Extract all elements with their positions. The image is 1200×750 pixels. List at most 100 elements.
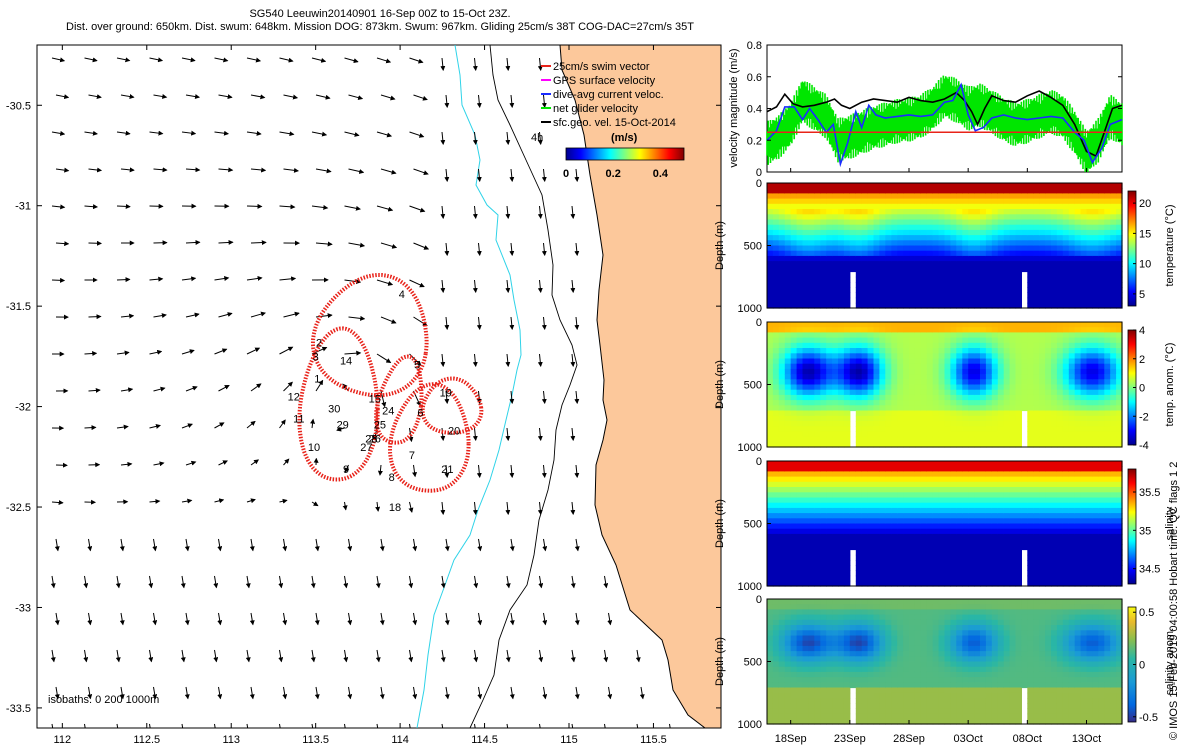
current-vector [347,538,353,552]
current-vector [570,575,576,589]
current-vector [509,538,515,552]
day-label: 28 [365,434,377,446]
current-vector [440,649,446,663]
chart-subtitle: Dist. over ground: 650km. Dist. swum: 64… [66,21,694,33]
current-vector [279,419,286,429]
current-vector [440,131,446,146]
legend-label: 25cm/s swim vector [553,61,650,73]
current-vector [413,168,429,176]
current-vector [311,204,329,210]
current-vector [408,501,414,513]
current-vector [444,316,450,331]
current-vector [440,57,446,72]
colorbar-label: salinity anom. [1164,628,1176,695]
track-loop-red [374,354,424,445]
current-vector [603,575,609,589]
day-label: 5 [414,359,420,371]
current-vector [218,239,234,245]
current-vector [509,316,515,331]
current-vector [279,57,294,63]
time-tick: 08Oct [1013,733,1042,745]
current-vector [344,464,350,473]
current-vector [213,575,219,589]
map-x-tick: 112 [54,734,72,746]
current-vector [344,350,362,356]
current-vector [250,383,262,392]
current-vector [315,168,332,174]
current-vector [119,686,125,700]
current-vector [570,205,576,220]
current-vector [537,131,543,146]
velocity-y-tick: 0.2 [747,135,762,147]
current-vector [570,501,576,516]
current-vector [444,390,450,405]
current-vector [380,168,397,175]
current-vector [314,612,320,626]
current-vector [153,94,168,99]
current-vector [181,276,197,282]
current-vector [213,649,219,663]
current-vector [88,167,103,173]
current-vector [250,459,260,466]
current-vector [120,313,135,319]
current-vector [153,313,167,319]
section-y-tick: 0 [756,317,762,329]
current-vector [84,723,86,728]
track-loop-red [297,326,380,482]
current-vector [472,205,478,220]
section-y-tick: 500 [744,380,762,392]
credit-line: © IMOS 15-Feb-2019 04:00:58 Hobart time.… [1168,461,1180,740]
current-vector [347,686,353,700]
current-vector [440,501,446,516]
current-vector [538,649,544,663]
day-label: 24 [382,406,394,418]
current-vector [505,575,511,589]
current-vector [84,351,98,357]
current-vector [119,612,125,626]
current-vector [214,276,230,281]
current-vector [249,686,255,700]
current-vector [218,167,234,173]
temp-anomaly-section: 0 500 1000 Depth (m) -4 -2 0 2 4 temp. anom. (°C) [714,317,1176,454]
current-vector [250,311,266,318]
current-vector [537,501,543,516]
current-vector [116,350,130,356]
current-vector [88,314,102,320]
current-vector [379,538,385,552]
day-label: 4 [399,289,405,301]
current-vector [311,723,314,728]
current-vector [84,130,98,136]
current-vector [408,575,414,589]
current-vector [149,423,161,429]
current-vector [214,130,229,136]
current-vector [541,242,547,257]
current-vector [116,723,119,728]
current-vector [509,686,515,700]
colorbar-tick: 0.4 [653,168,669,180]
current-vector [376,279,394,286]
current-vector [444,242,450,257]
current-vector [84,57,98,63]
current-vector [472,279,478,294]
colorbar-tick: 35 [1139,525,1151,537]
current-vector [185,312,200,318]
legend-label: dive-avg current veloc. [553,89,664,101]
current-vector [217,538,223,552]
section-ylabel: Depth (m) [714,499,726,548]
current-vector [505,279,511,294]
day-label: 11 [293,414,304,426]
day-label: 18 [389,502,401,514]
current-vector [639,686,645,700]
section-y-tick: 1000 [738,303,762,315]
current-vector [409,205,426,213]
current-vector [412,538,418,552]
current-vector [574,316,580,331]
glider-track [297,273,484,493]
current-vector [505,353,511,368]
current-vector [472,131,478,146]
section-colorbar [1127,190,1137,307]
current-vector [55,241,70,247]
current-vector [218,460,228,466]
isobath-200m [416,45,522,728]
